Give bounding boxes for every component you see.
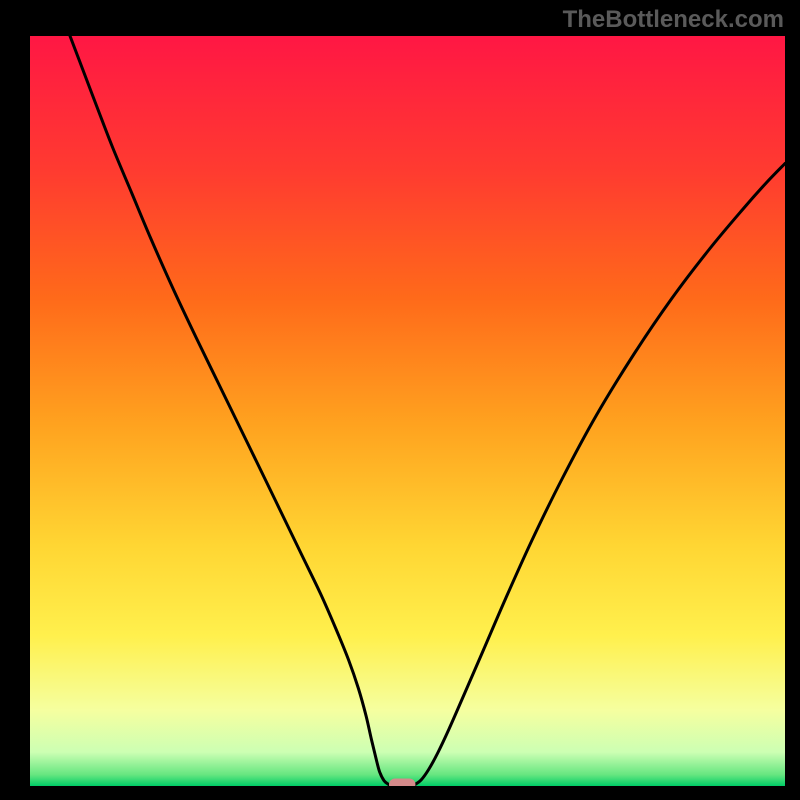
chart-svg (30, 36, 785, 786)
minimum-marker (389, 779, 415, 787)
plot-area (30, 36, 785, 786)
watermark-text: TheBottleneck.com (563, 6, 784, 34)
marker-layer (389, 779, 415, 787)
chart-background (30, 36, 785, 786)
